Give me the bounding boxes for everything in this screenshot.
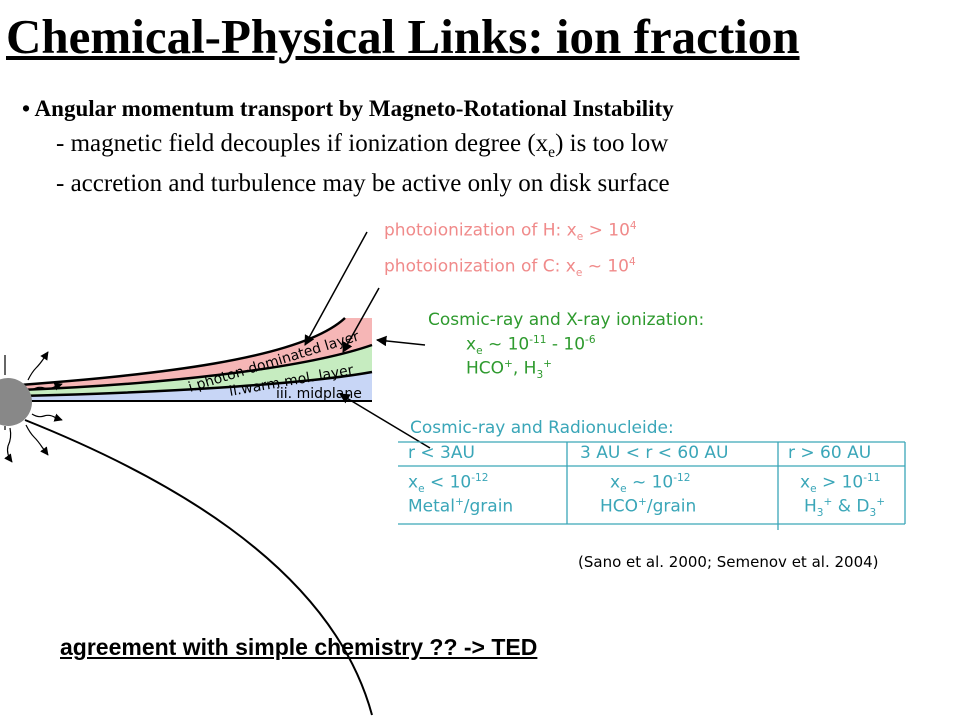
- text: - magnetic field decouples if ionization…: [56, 130, 549, 157]
- text: - accretion and turbulence may be active…: [56, 170, 670, 197]
- text: ~ 10: [482, 334, 530, 355]
- text: x: [610, 472, 621, 493]
- bullet: • Angular momentum transport by Magneto-…: [22, 96, 674, 121]
- subscript: e: [576, 231, 584, 244]
- text: Metal: [408, 496, 455, 517]
- table-cell: Metal+/grain: [408, 496, 513, 517]
- text: H: [804, 496, 817, 517]
- layer-label: iii. midplane: [276, 386, 362, 402]
- subscript: e: [418, 483, 425, 496]
- supscript: 4: [629, 220, 637, 232]
- subscript: e: [476, 345, 483, 358]
- text: HCO: [466, 358, 505, 379]
- table-cell: xe > 10-11: [800, 472, 880, 495]
- disk-outer: [24, 419, 373, 716]
- text: ~ 10: [626, 472, 674, 493]
- annotation: xe ~ 10-11 - 10-6: [466, 334, 596, 357]
- subscript: e: [548, 144, 556, 161]
- supscript: +: [823, 496, 833, 508]
- annotation: HCO+, H3+: [466, 358, 552, 381]
- subscript: 3: [869, 507, 877, 520]
- table-lines: [398, 441, 906, 530]
- supscript: +: [504, 358, 513, 370]
- subscript: e: [810, 483, 817, 496]
- table-header: 3 AU < r < 60 AU: [580, 443, 729, 463]
- supscript: 4: [629, 256, 636, 268]
- text: & D: [832, 496, 870, 517]
- layer-boundary: [19, 343, 373, 392]
- supscript: +: [454, 496, 464, 508]
- radiation: [4, 351, 63, 463]
- subline: - accretion and turbulence may be active…: [56, 170, 670, 198]
- subscript: e: [620, 483, 627, 496]
- text: /grain: [646, 496, 697, 517]
- citation: (Sano et al. 2000; Semenov et al. 2004): [578, 553, 879, 571]
- table-cell: xe ~ 10-12: [610, 472, 690, 495]
- table-cell: HCO+/grain: [600, 496, 696, 517]
- title: Chemical-Physical Links: ion fraction: [6, 9, 800, 64]
- text: HCO: [600, 496, 639, 517]
- supscript: -11: [529, 334, 547, 346]
- supscript: -11: [863, 472, 881, 484]
- text: , H: [512, 358, 537, 379]
- text: ~ 10: [582, 256, 629, 277]
- bullet-text: Angular momentum transport by Magneto-Ro…: [34, 96, 674, 121]
- text: x: [408, 472, 419, 493]
- layer-boundary: [19, 370, 373, 398]
- arrow: [375, 335, 426, 347]
- subscript: 3: [816, 507, 824, 520]
- text: photoionization of H: x: [384, 220, 577, 241]
- text: < 10: [424, 472, 472, 493]
- subscript: e: [575, 267, 583, 280]
- annotation-title: Cosmic-ray and Radionucleide:: [410, 418, 674, 438]
- star: [0, 378, 32, 426]
- annotation: photoionization of H: xe > 104: [384, 220, 637, 243]
- arrow: [342, 287, 380, 353]
- footer: agreement with simple chemistry ?? -> TE…: [60, 634, 538, 660]
- text: > 10: [816, 472, 864, 493]
- supscript: -6: [585, 334, 596, 346]
- table-header: r > 60 AU: [788, 443, 872, 463]
- text: ) is too low: [555, 130, 669, 157]
- text: photoionization of C: x: [384, 256, 576, 277]
- text: x: [466, 334, 477, 355]
- arrow: [339, 393, 431, 449]
- text: /grain: [463, 496, 514, 517]
- annotation-title: Cosmic-ray and X-ray ionization:: [428, 310, 705, 330]
- arrow: [304, 231, 368, 346]
- text: - 10: [546, 334, 586, 355]
- table-cell: xe < 10-12: [408, 472, 488, 495]
- supscript: +: [876, 496, 886, 508]
- annotation: photoionization of C: xe ~ 104: [384, 256, 636, 279]
- disk-surface: [19, 317, 346, 387]
- supscript: +: [638, 496, 647, 508]
- subscript: 3: [536, 369, 544, 382]
- subline: - magnetic field decouples if ionization…: [56, 130, 668, 162]
- table-cell: H3+ & D3+: [804, 496, 885, 519]
- text: x: [800, 472, 811, 493]
- supscript: -12: [673, 472, 691, 484]
- warm-layer: [20, 345, 372, 396]
- text: > 10: [583, 220, 630, 241]
- supscript: +: [543, 358, 552, 370]
- table-header: r < 3AU: [408, 443, 475, 463]
- supscript: -12: [471, 472, 489, 484]
